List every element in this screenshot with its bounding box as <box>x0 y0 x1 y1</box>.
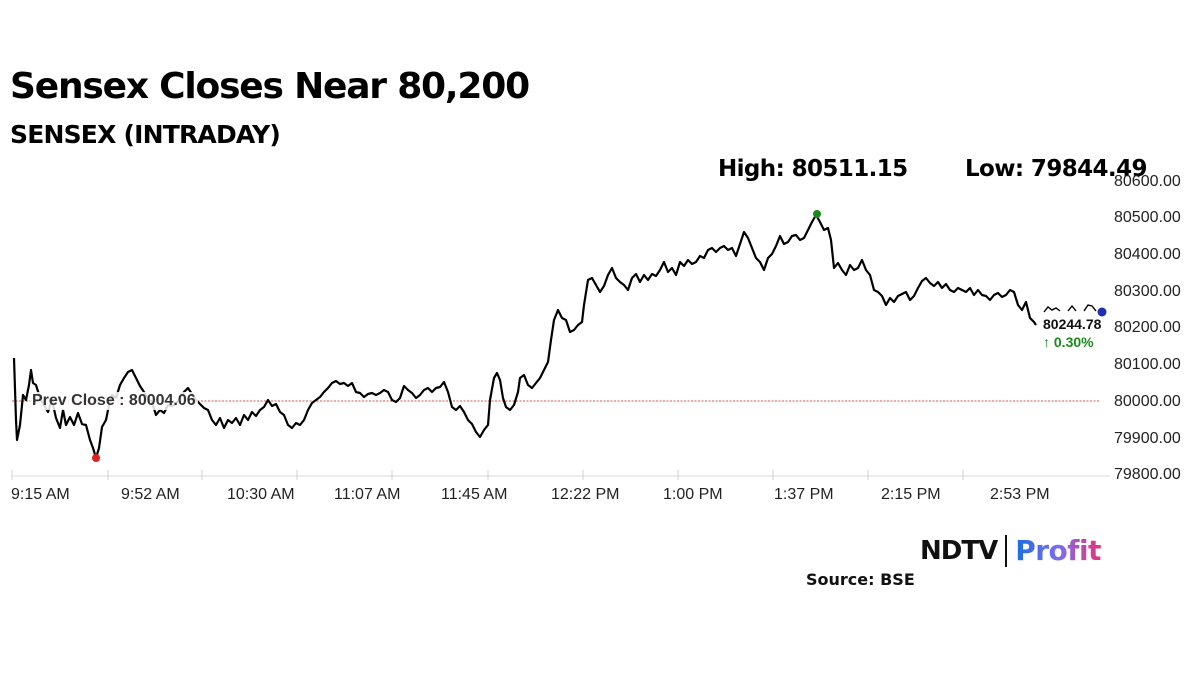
x-tick: 9:15 AM <box>11 486 70 503</box>
logo-divider <box>1005 534 1008 567</box>
y-tick: 80400.00 <box>1114 246 1181 263</box>
x-tick: 1:37 PM <box>774 486 834 503</box>
y-tick: 80300.00 <box>1114 283 1181 300</box>
y-tick: 79800.00 <box>1114 466 1181 483</box>
logo-profit: Profit <box>1015 534 1101 567</box>
x-tick: 2:53 PM <box>990 486 1050 503</box>
y-tick: 80600.00 <box>1114 173 1181 190</box>
last-value-label: 80244.78 <box>1043 316 1102 332</box>
y-tick: 79900.00 <box>1114 430 1181 447</box>
change-percent-label: ↑ 0.30% <box>1043 334 1094 350</box>
high-marker <box>813 210 821 218</box>
y-tick: 80200.00 <box>1114 319 1181 336</box>
price-line <box>12 213 1037 460</box>
x-tick: 2:15 PM <box>881 486 941 503</box>
low-marker <box>92 454 100 462</box>
y-tick: 80000.00 <box>1114 393 1181 410</box>
high-label: High: 80511.15 <box>718 156 908 182</box>
prev-close-label: Prev Close : 80004.06 <box>30 392 198 410</box>
chart-subtitle: SENSEX (INTRADAY) <box>10 120 281 149</box>
last-marker <box>1097 307 1107 317</box>
low-label: Low: 79844.49 <box>965 156 1147 182</box>
post-close-line <box>1043 304 1097 313</box>
x-tick: 10:30 AM <box>227 486 295 503</box>
x-tick: 1:00 PM <box>663 486 723 503</box>
source-label: Source: BSE <box>806 570 915 589</box>
x-tick: 11:45 AM <box>441 486 508 503</box>
x-tick: 11:07 AM <box>334 486 401 503</box>
x-axis-ticks <box>11 470 964 480</box>
ndtv-profit-logo: NDTV Profit <box>920 534 1101 567</box>
chart-title: Sensex Closes Near 80,200 <box>10 66 530 107</box>
x-tick: 12:22 PM <box>551 486 620 503</box>
y-tick: 80500.00 <box>1114 209 1181 226</box>
y-tick: 80100.00 <box>1114 356 1181 373</box>
logo-ndtv: NDTV <box>920 535 998 566</box>
x-tick: 9:52 AM <box>121 486 180 503</box>
